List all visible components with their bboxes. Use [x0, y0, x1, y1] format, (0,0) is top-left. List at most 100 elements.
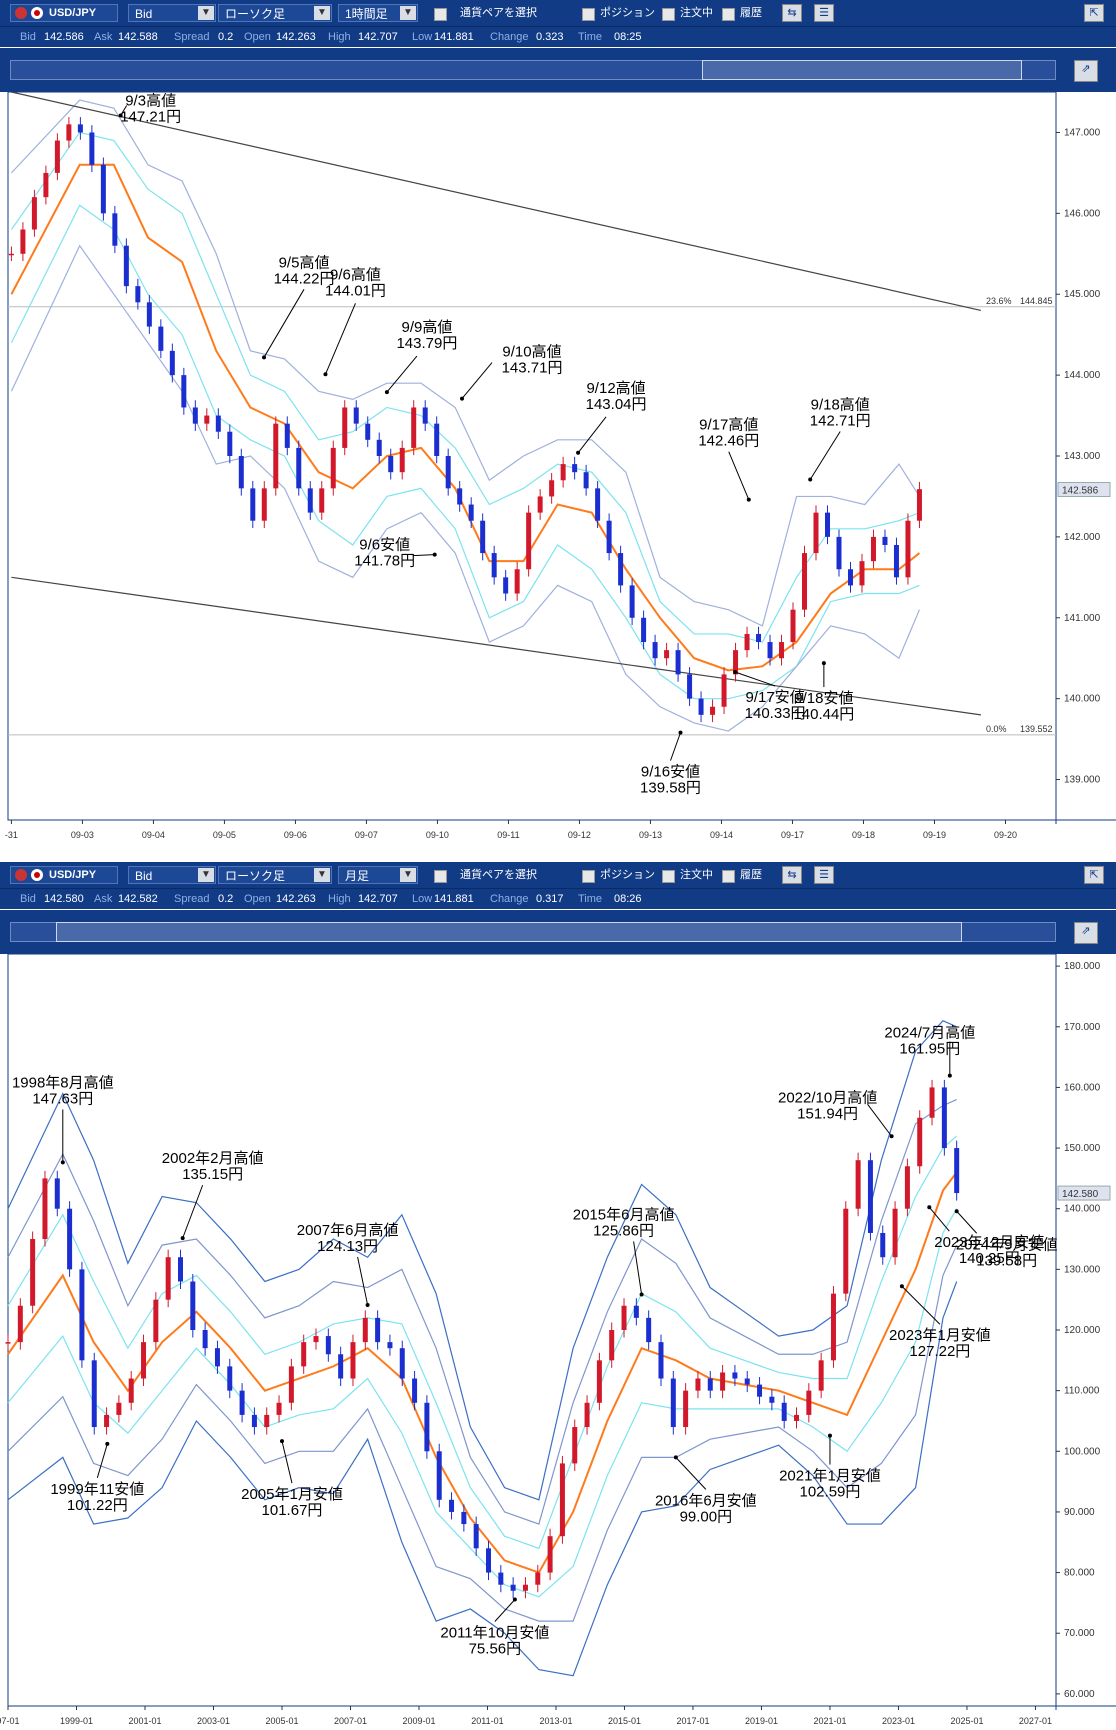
history-checkbox[interactable] — [722, 870, 735, 883]
candle-body — [77, 124, 83, 133]
x-tick-label: 2005-01 — [265, 1716, 298, 1726]
chart-list-icon[interactable]: ☰ — [814, 4, 834, 22]
candle-body — [830, 1293, 836, 1361]
x-tick-label: 2023-01 — [882, 1716, 915, 1726]
low-value: 141.881 — [434, 893, 474, 905]
y-tick-label: 80.000 — [1064, 1568, 1095, 1579]
high-value: 142.707 — [358, 893, 398, 905]
collapse-icon[interactable]: ⇱ — [1084, 866, 1104, 884]
annotation-value: 151.94円 — [797, 1105, 858, 1122]
x-tick-label: 09-14 — [710, 830, 733, 840]
annotation-arrow — [263, 289, 305, 358]
candle-body — [261, 488, 267, 521]
position-checkbox[interactable] — [582, 8, 595, 21]
annotation-arrow — [325, 303, 356, 375]
ask-label: Ask — [94, 893, 113, 905]
candle-body — [128, 1378, 134, 1403]
ask-value: 142.588 — [118, 31, 158, 43]
navigator-track[interactable] — [10, 60, 1056, 80]
candle-body — [66, 124, 72, 141]
timeframe-select[interactable]: 月足 ▼ — [338, 866, 418, 884]
collapse-icon[interactable]: ⇱ — [1084, 4, 1104, 22]
price-type-select[interactable]: Bid ▼ — [128, 866, 216, 884]
candle-body — [288, 1366, 294, 1403]
candle-body — [698, 698, 704, 715]
annotation-point — [746, 497, 751, 502]
chart-settings-icon[interactable]: ⇆ — [782, 4, 802, 22]
annotation-arrow — [182, 1184, 204, 1239]
annotation-value: 141.78円 — [354, 553, 415, 570]
candle-body — [818, 1360, 824, 1391]
candle-body — [353, 407, 359, 424]
candle-body — [510, 1584, 516, 1591]
candle-body — [215, 415, 221, 432]
candle-body — [79, 1269, 85, 1361]
annotation-arrow — [494, 1599, 516, 1622]
select-pair-checkbox[interactable] — [434, 870, 447, 883]
bid-label: Bid — [20, 31, 36, 43]
candle-body — [192, 407, 198, 424]
chart-type-select[interactable]: ローソク足 ▼ — [218, 4, 332, 22]
fit-icon[interactable]: ⇗ — [1074, 60, 1098, 82]
orders-checkbox[interactable] — [662, 870, 675, 883]
candle-body — [596, 1360, 602, 1403]
fit-icon[interactable]: ⇗ — [1074, 922, 1098, 944]
x-tick-label: 2019-01 — [745, 1716, 778, 1726]
candle-body — [449, 1499, 455, 1512]
chart-type-select[interactable]: ローソク足 ▼ — [218, 866, 332, 884]
navigator-selection[interactable] — [702, 60, 1022, 80]
price-type-select[interactable]: Bid ▼ — [128, 4, 216, 22]
chart-list-icon[interactable]: ☰ — [814, 866, 834, 884]
y-tick-label: 143.000 — [1064, 451, 1101, 462]
candle-body — [757, 1384, 763, 1397]
last-price-tag — [1057, 481, 1111, 497]
candle-body — [941, 1087, 947, 1149]
annotation-label: 2015年6月高値 — [573, 1206, 675, 1223]
timeframe-select[interactable]: 1時間足 ▼ — [338, 4, 418, 22]
annotation-label: 9/10高値 — [502, 344, 561, 361]
candle-body — [843, 1208, 849, 1294]
candle-body — [721, 674, 727, 707]
currency-pair-button[interactable]: USD/JPY — [10, 4, 118, 22]
annotation-point — [512, 1597, 517, 1602]
orders-checkbox[interactable] — [662, 8, 675, 21]
spread-value: 0.2 — [218, 893, 234, 905]
annotation-arrow — [412, 554, 435, 557]
select-pair-checkbox[interactable] — [434, 8, 447, 21]
candle-body — [273, 423, 279, 489]
candle-body — [606, 520, 612, 554]
chart-settings-icon[interactable]: ⇆ — [782, 866, 802, 884]
x-tick-label: 09-06 — [284, 830, 307, 840]
open-label: Open — [244, 31, 271, 43]
candle-body — [732, 1372, 738, 1379]
y-tick-label: 142.000 — [1064, 532, 1101, 543]
candle-body — [399, 1348, 405, 1379]
candle-body — [387, 1342, 393, 1349]
y-tick-label: 170.000 — [1064, 1022, 1101, 1033]
fib-value: 139.552 — [1020, 724, 1053, 734]
position-checkbox[interactable] — [582, 870, 595, 883]
candle-body — [296, 447, 302, 489]
annotation-value: 101.22円 — [67, 1497, 128, 1514]
spread-value: 0.2 — [218, 31, 234, 43]
candle-body — [325, 1336, 331, 1355]
navigator-selection[interactable] — [56, 922, 962, 942]
annotation-label: 2005年1月安値 — [241, 1486, 343, 1503]
candle-body — [537, 496, 543, 513]
history-checkbox[interactable] — [722, 8, 735, 21]
y-tick-label: 150.000 — [1064, 1143, 1101, 1154]
ask-label: Ask — [94, 31, 113, 43]
candle-body — [859, 561, 865, 586]
currency-pair-button[interactable]: USD/JPY — [10, 866, 118, 884]
open-value: 142.263 — [276, 31, 316, 43]
candle-body — [100, 164, 106, 214]
chevron-down-icon: ▼ — [314, 868, 330, 882]
low-label: Low — [412, 31, 433, 43]
low-label: Low — [412, 893, 433, 905]
annotation-value: 124.13円 — [317, 1238, 378, 1255]
candle-body — [621, 1305, 627, 1330]
annotation-point — [279, 1439, 284, 1444]
monthly-chart[interactable]: 180.000 170.000 160.000 150.000 140.000 130.0… — [0, 954, 1116, 1730]
hourly-chart[interactable]: 147.000 146.000 145.000 144.000 143.000 142.0… — [0, 92, 1116, 845]
candle-body — [376, 439, 382, 456]
